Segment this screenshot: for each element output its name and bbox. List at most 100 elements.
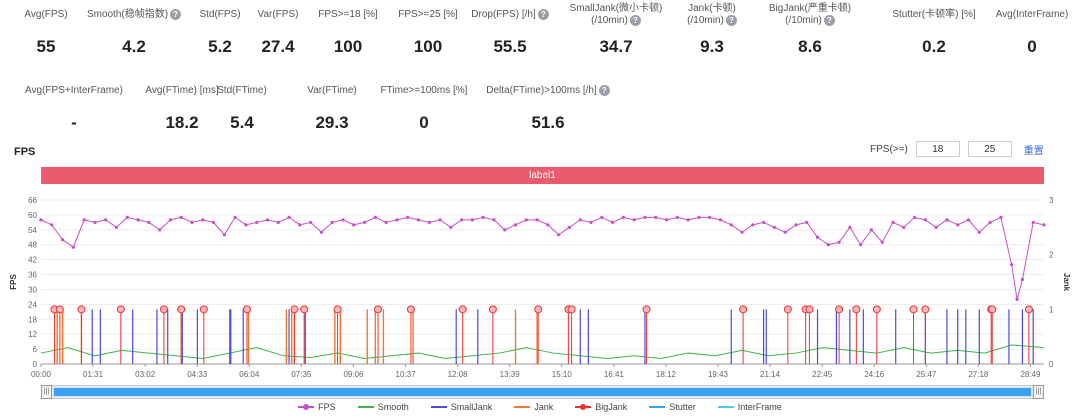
fps-point <box>406 215 410 219</box>
stat-label: Var(FPS) <box>228 2 328 28</box>
stat-value: 0 <box>1027 37 1037 56</box>
y-tick-label: 66 <box>28 196 37 205</box>
fps-point <box>966 218 971 222</box>
stat-value: 29.3 <box>315 113 349 132</box>
stat-label-text: Drop(FPS) [/h] <box>471 9 536 20</box>
fps-point <box>805 220 809 224</box>
fps-point <box>912 215 917 219</box>
bigjank-marker <box>988 305 997 314</box>
legend-swatch <box>575 404 592 410</box>
stat-label: Drop(FPS) [/h]? <box>460 2 560 28</box>
fps-point <box>1015 297 1019 301</box>
slider-range-fill[interactable] <box>54 388 1031 396</box>
legend-item-bigjank[interactable]: BigJank <box>575 402 627 412</box>
fps-point <box>848 225 852 229</box>
fps-point <box>211 220 216 224</box>
stat-value: 100 <box>413 37 443 56</box>
fps-point <box>783 230 787 234</box>
stat-label-unit: (/10min) <box>785 15 822 26</box>
fps-point <box>352 223 356 227</box>
fps-point <box>168 218 173 222</box>
stat-stats_row1-7: SmallJank(微小卡顿) (/10min)? 34.7 <box>566 2 666 57</box>
stat-stats_row1-6: Drop(FPS) [/h]? 55.5 <box>460 2 560 57</box>
fps-point <box>589 220 593 224</box>
fps-point <box>50 223 54 227</box>
reset-link[interactable]: 重置 <box>1023 145 1044 157</box>
stat-label: FTime>=100ms [%] <box>374 78 474 104</box>
legend-item-smooth[interactable]: Smooth <box>357 402 409 412</box>
fps-point <box>39 218 43 222</box>
legend-item-smalljank[interactable]: SmallJank <box>430 402 492 412</box>
fps-point <box>104 218 108 222</box>
fps-point <box>611 220 615 224</box>
bigjank-marker <box>739 305 748 314</box>
bigjank-marker <box>406 305 415 314</box>
y-tick-label: 42 <box>28 256 37 265</box>
stat-stats_row1-0: Avg(FPS) 55 <box>0 2 96 57</box>
legend-label: Jank <box>534 402 554 412</box>
y-tick-label: 60 <box>28 211 37 220</box>
legend-item-stutter[interactable]: Stutter <box>649 402 696 412</box>
fps-point <box>438 218 442 222</box>
fps-point <box>276 220 280 224</box>
help-icon[interactable]: ? <box>823 15 835 26</box>
fps-point <box>557 233 561 237</box>
stat-label-text: Avg(InterFrame) <box>995 9 1069 20</box>
stat-stats_row1-1: Smooth(稳帧指数)? 4.2 <box>84 2 184 57</box>
stat-stats_row1-9: BigJank(严重卡顿) (/10min)? 8.6 <box>760 2 860 57</box>
stat-label: FPS>=25 [%] <box>378 2 478 28</box>
fps-point <box>309 220 313 224</box>
slider-handle-left[interactable]: ||| <box>41 385 52 399</box>
bigjank-marker <box>458 305 467 314</box>
fps-point <box>934 225 938 229</box>
fps-point <box>503 228 507 232</box>
fps-point <box>114 225 119 229</box>
help-icon[interactable]: ? <box>170 9 182 20</box>
slider-handle-right[interactable]: ||| <box>1033 385 1044 399</box>
legend-item-fps[interactable]: FPS <box>298 402 336 412</box>
time-range-slider[interactable]: ||| ||| <box>41 385 1044 399</box>
fps-point <box>158 228 162 232</box>
fps-point <box>708 215 712 219</box>
fps-threshold-input-1[interactable] <box>915 141 960 157</box>
legend-item-jank[interactable]: Jank <box>514 402 553 412</box>
stat-label: Smooth(稳帧指数)? <box>84 2 184 28</box>
fps-point <box>945 218 949 222</box>
help-icon[interactable]: ? <box>598 85 610 96</box>
help-icon[interactable]: ? <box>537 9 549 20</box>
stat-label: Avg(FPS) <box>0 2 96 28</box>
bigjank-marker <box>909 305 918 314</box>
stat-stats_row2-0: Avg(FPS+InterFrame) - <box>24 78 124 133</box>
stat-stats_row1-8: Jank(卡顿) (/10min)? 9.3 <box>662 2 762 57</box>
help-icon[interactable]: ? <box>629 15 641 26</box>
chart-title: FPS <box>14 146 36 158</box>
fps-point <box>470 218 474 222</box>
stat-value: 4.2 <box>122 37 146 56</box>
stat-label: Stutter(卡顿率) [%] <box>884 2 984 28</box>
legend-item-interframe[interactable]: InterFrame <box>717 402 782 412</box>
fps-point <box>751 223 755 227</box>
fps-point <box>1042 223 1046 227</box>
stat-label-unit: (/10min) <box>591 15 628 26</box>
fps-point <box>265 218 270 222</box>
fps-point <box>125 215 129 219</box>
help-icon[interactable]: ? <box>725 15 737 26</box>
stat-stats_row1-10: Stutter(卡顿率) [%] 0.2 <box>884 2 984 57</box>
x-tick-label: 15:10 <box>552 370 573 379</box>
bigjank-marker <box>300 305 309 314</box>
stat-value: 5.4 <box>230 113 254 132</box>
fps-point <box>923 218 927 222</box>
fps-point <box>654 215 658 219</box>
stat-stats_row1-4: FPS>=18 [%] 100 <box>298 2 398 57</box>
stat-stats_row2-1: Avg(FTime) [ms] 18.2 <box>132 78 232 133</box>
y-tick-label: 6 <box>33 345 38 354</box>
fps-point <box>330 220 334 224</box>
fps-point <box>233 215 237 219</box>
stat-stats_row2-2: Std(FTime) 5.4 <box>192 78 292 133</box>
y-tick-label: 24 <box>28 300 37 309</box>
x-tick-label: 16:41 <box>604 370 625 379</box>
fps-threshold-input-2[interactable] <box>967 141 1012 157</box>
stat-label: Std(FPS) <box>170 2 270 28</box>
fps-point <box>578 218 582 222</box>
